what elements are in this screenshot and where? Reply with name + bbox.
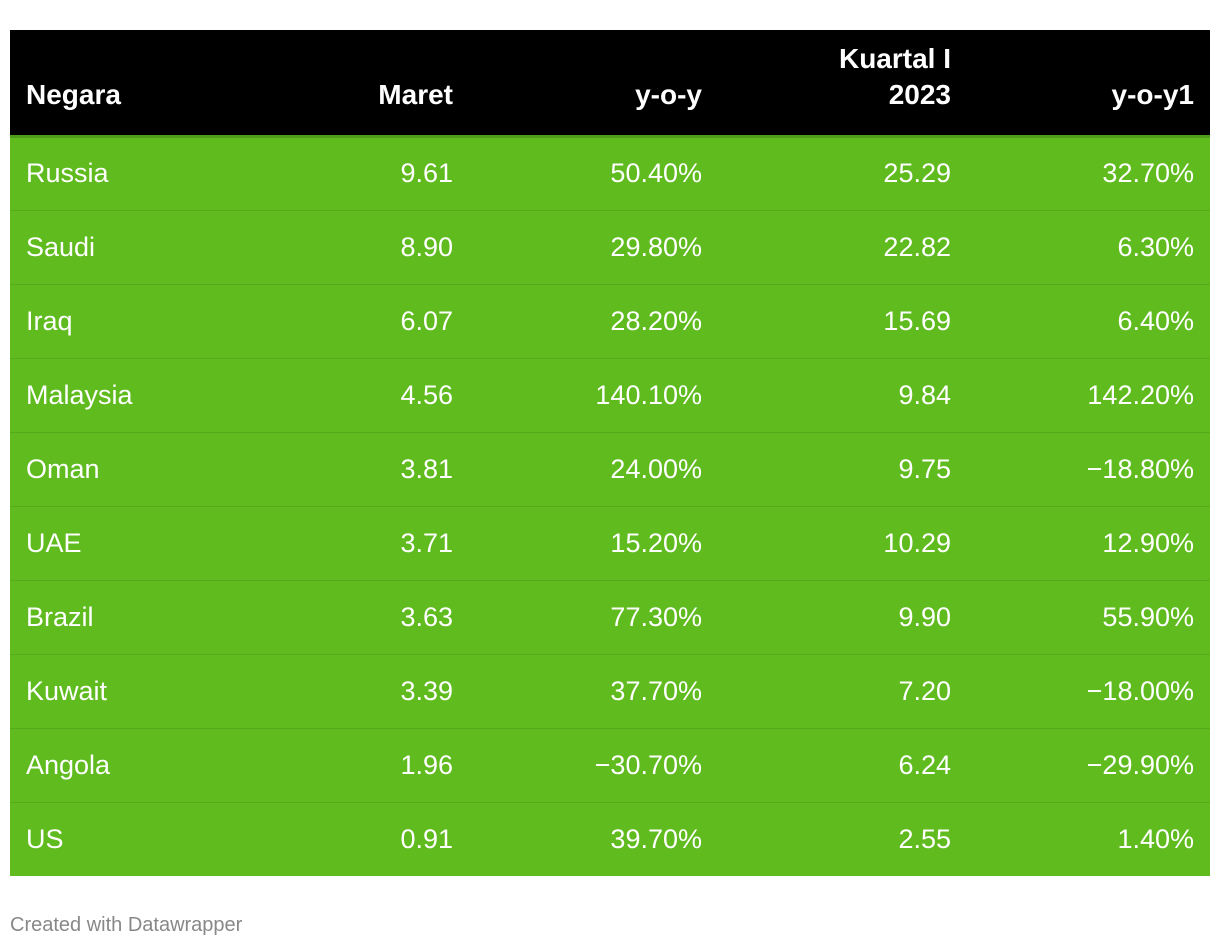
yoy1-cell: 6.40% (967, 283, 1210, 358)
column-header-kuartal: Kuartal I 2023 (718, 30, 967, 136)
yoy1-cell: −29.90% (967, 727, 1210, 802)
maret-cell: 8.90 (264, 209, 469, 284)
yoy-cell: 15.20% (469, 505, 718, 580)
column-header-maret: Maret (264, 30, 469, 136)
column-header-negara: Negara (10, 30, 264, 136)
maret-cell: 6.07 (264, 283, 469, 358)
yoy1-cell: −18.00% (967, 653, 1210, 728)
yoy-cell: 28.20% (469, 283, 718, 358)
country-cell: US (10, 801, 264, 876)
data-table: Negara Maret y-o-y Kuartal I 2023 y-o-y1… (10, 30, 1210, 876)
kuartal-cell: 25.29 (718, 134, 967, 210)
table-row: Saudi 8.90 29.80% 22.82 6.30% (10, 209, 1210, 284)
country-cell: UAE (10, 505, 264, 580)
maret-cell: 3.71 (264, 505, 469, 580)
table-row: US 0.91 39.70% 2.55 1.40% (10, 801, 1210, 876)
yoy-cell: 77.30% (469, 579, 718, 654)
yoy1-cell: 1.40% (967, 801, 1210, 876)
maret-cell: 3.81 (264, 431, 469, 506)
country-cell: Oman (10, 431, 264, 506)
country-cell: Kuwait (10, 653, 264, 728)
kuartal-cell: 7.20 (718, 653, 967, 728)
country-cell: Malaysia (10, 357, 264, 432)
yoy-cell: 39.70% (469, 801, 718, 876)
kuartal-cell: 15.69 (718, 283, 967, 358)
footer-credit: Created with Datawrapper (10, 914, 243, 936)
yoy1-cell: 6.30% (967, 209, 1210, 284)
table-row: Oman 3.81 24.00% 9.75 −18.80% (10, 431, 1210, 506)
kuartal-cell: 10.29 (718, 505, 967, 580)
yoy1-cell: 142.20% (967, 357, 1210, 432)
table-row: UAE 3.71 15.20% 10.29 12.90% (10, 505, 1210, 580)
kuartal-cell: 9.90 (718, 579, 967, 654)
yoy1-cell: 55.90% (967, 579, 1210, 654)
country-cell: Brazil (10, 579, 264, 654)
maret-cell: 4.56 (264, 357, 469, 432)
table-row: Brazil 3.63 77.30% 9.90 55.90% (10, 579, 1210, 654)
yoy-cell: −30.70% (469, 727, 718, 802)
maret-cell: 3.39 (264, 653, 469, 728)
country-cell: Saudi (10, 209, 264, 284)
yoy-cell: 24.00% (469, 431, 718, 506)
header-row: Negara Maret y-o-y Kuartal I 2023 y-o-y1 (10, 30, 1210, 136)
column-header-yoy: y-o-y (469, 30, 718, 136)
maret-cell: 1.96 (264, 727, 469, 802)
kuartal-cell: 2.55 (718, 801, 967, 876)
maret-cell: 0.91 (264, 801, 469, 876)
yoy-cell: 29.80% (469, 209, 718, 284)
yoy-cell: 50.40% (469, 134, 718, 210)
maret-cell: 9.61 (264, 134, 469, 210)
country-cell: Iraq (10, 283, 264, 358)
table-row: Angola 1.96 −30.70% 6.24 −29.90% (10, 727, 1210, 802)
yoy-cell: 37.70% (469, 653, 718, 728)
yoy1-cell: −18.80% (967, 431, 1210, 506)
maret-cell: 3.63 (264, 579, 469, 654)
yoy1-cell: 32.70% (967, 134, 1210, 210)
kuartal-cell: 9.84 (718, 357, 967, 432)
table-row: Malaysia 4.56 140.10% 9.84 142.20% (10, 357, 1210, 432)
table-row: Iraq 6.07 28.20% 15.69 6.40% (10, 283, 1210, 358)
table-row: Russia 9.61 50.40% 25.29 32.70% (10, 134, 1210, 210)
yoy1-cell: 12.90% (967, 505, 1210, 580)
yoy-cell: 140.10% (469, 357, 718, 432)
column-header-yoy1: y-o-y1 (967, 30, 1210, 136)
kuartal-cell: 22.82 (718, 209, 967, 284)
kuartal-cell: 6.24 (718, 727, 967, 802)
kuartal-cell: 9.75 (718, 431, 967, 506)
country-cell: Russia (10, 134, 264, 210)
country-cell: Angola (10, 727, 264, 802)
table-row: Kuwait 3.39 37.70% 7.20 −18.00% (10, 653, 1210, 728)
